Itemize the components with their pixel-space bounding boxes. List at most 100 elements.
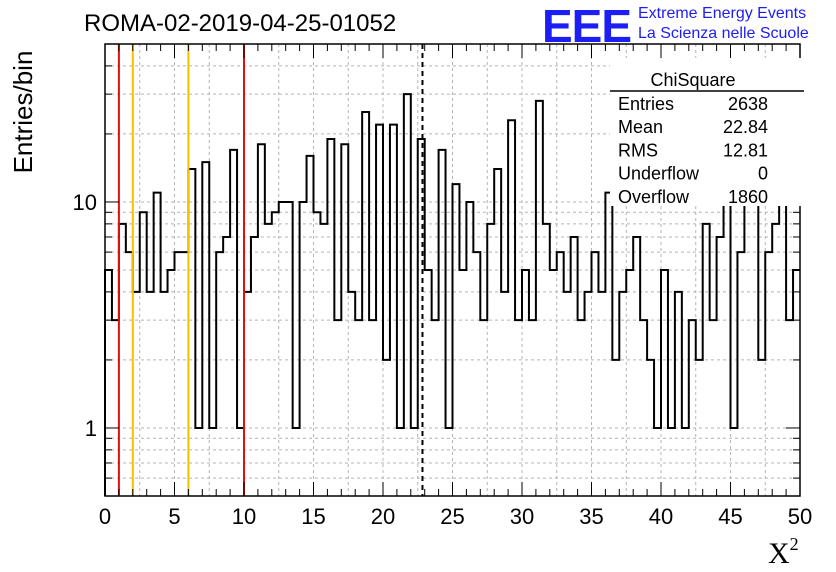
- stats-value: 2638: [728, 94, 768, 114]
- x-tick-label: 30: [510, 504, 534, 529]
- histogram-bin: [598, 292, 605, 496]
- logo-line-1: Extreme Energy Events: [638, 5, 807, 22]
- histogram-bin: [341, 144, 348, 496]
- histogram-outline: [104, 93, 800, 496]
- histogram-bin: [126, 252, 133, 496]
- x-tick-label: 20: [371, 504, 395, 529]
- histogram-bin: [480, 320, 487, 496]
- histogram-bin: [647, 360, 654, 496]
- histogram-bin: [168, 270, 175, 496]
- histogram-bin: [279, 202, 286, 496]
- stats-value: 1860: [728, 187, 768, 207]
- histogram-bin: [397, 428, 404, 496]
- histogram-bin: [147, 292, 154, 496]
- histogram-bin: [744, 162, 751, 496]
- histogram-bin: [411, 428, 418, 496]
- histogram-bin: [473, 252, 480, 496]
- histogram-bin: [300, 202, 307, 496]
- histogram-bin: [195, 428, 202, 496]
- stats-value: 0: [758, 164, 768, 184]
- histogram-bin: [369, 320, 376, 496]
- histogram-bin: [272, 212, 279, 496]
- histogram-bin: [112, 320, 119, 496]
- histogram-bin: [737, 252, 744, 496]
- histogram-bin: [327, 139, 334, 496]
- y-tick-label: 1: [85, 416, 97, 441]
- y-tick-labels: 1 10: [73, 190, 97, 441]
- histogram-bin: [105, 270, 112, 496]
- histogram-bin: [418, 139, 425, 496]
- histogram-bin: [175, 252, 182, 496]
- histogram-bin: [543, 224, 550, 496]
- histogram-bin: [209, 428, 216, 496]
- stats-value: 12.81: [723, 140, 768, 160]
- histogram-bin: [592, 252, 599, 496]
- histogram-bin: [571, 237, 578, 496]
- y-tick-label: 10: [73, 190, 97, 215]
- histogram-bin: [578, 320, 585, 496]
- x-tick-label: 40: [649, 504, 673, 529]
- histogram-bin: [619, 292, 626, 496]
- histogram-bin: [557, 252, 564, 496]
- marker-lines: [117, 44, 424, 496]
- histogram-bin: [793, 270, 800, 496]
- x-tick-label: 5: [168, 504, 180, 529]
- x-tick-label: 50: [788, 504, 812, 529]
- stats-value: 22.84: [723, 117, 768, 137]
- histogram-bin: [376, 125, 383, 496]
- histogram-bars: [104, 93, 800, 496]
- histogram-bin: [717, 237, 724, 496]
- histogram-bin: [119, 224, 126, 496]
- histogram-bin: [237, 428, 244, 496]
- x-tick-label: 10: [232, 504, 256, 529]
- histogram-bin: [320, 224, 327, 496]
- histogram-bin: [446, 428, 453, 496]
- histogram-bin: [244, 292, 251, 496]
- histogram-bin: [230, 150, 237, 496]
- histogram-bin: [751, 176, 758, 496]
- histogram-bin: [640, 320, 647, 496]
- logo-line-2: La Scienza nelle Scuole: [638, 25, 809, 42]
- histogram-bin: [585, 292, 592, 496]
- chart-title: ROMA-02-2019-04-25-01052: [84, 10, 397, 37]
- stats-label: Overflow: [618, 187, 690, 207]
- histogram-bin: [626, 270, 633, 496]
- histogram-bin: [682, 428, 689, 496]
- histogram-bin: [675, 292, 682, 496]
- histogram-bin: [703, 224, 710, 496]
- histogram-bin: [133, 292, 140, 496]
- histogram-bin: [286, 202, 293, 496]
- histogram-bin: [188, 169, 195, 496]
- histogram-bin: [710, 320, 717, 496]
- stats-label: Mean: [618, 117, 663, 137]
- histogram-bin: [390, 125, 397, 496]
- histogram-bin: [307, 156, 314, 496]
- x-axis-label: X2: [768, 534, 799, 570]
- histogram-bin: [383, 360, 390, 496]
- histogram-bin: [605, 193, 612, 496]
- histogram-bin: [508, 120, 515, 496]
- x-tick-label: 0: [99, 504, 111, 529]
- x-axis-label-superscript: 2: [790, 534, 799, 554]
- histogram-bin: [432, 320, 439, 496]
- stats-label: RMS: [618, 140, 658, 160]
- histogram-bin: [439, 150, 446, 496]
- histogram-bin: [258, 144, 265, 496]
- stats-box: ChiSquare Entries 2638 Mean 22.84 RMS 12.81 Un…: [610, 58, 804, 207]
- histogram-bin: [459, 270, 466, 496]
- histogram-bin: [453, 184, 460, 496]
- histogram-bin: [265, 224, 272, 496]
- stats-label: Underflow: [618, 164, 700, 184]
- histogram-bin: [223, 237, 230, 496]
- histogram-bin: [772, 224, 779, 496]
- x-tick-label: 25: [440, 504, 464, 529]
- histogram-bin: [612, 360, 619, 496]
- logo-text: Extreme Energy Events La Scienza nelle S…: [638, 4, 809, 44]
- histogram-bin: [501, 292, 508, 496]
- histogram-bin: [334, 320, 341, 496]
- histogram-bin: [633, 237, 640, 496]
- axes: [104, 43, 801, 497]
- histogram-bin: [536, 101, 543, 496]
- histogram-bin: [494, 169, 501, 496]
